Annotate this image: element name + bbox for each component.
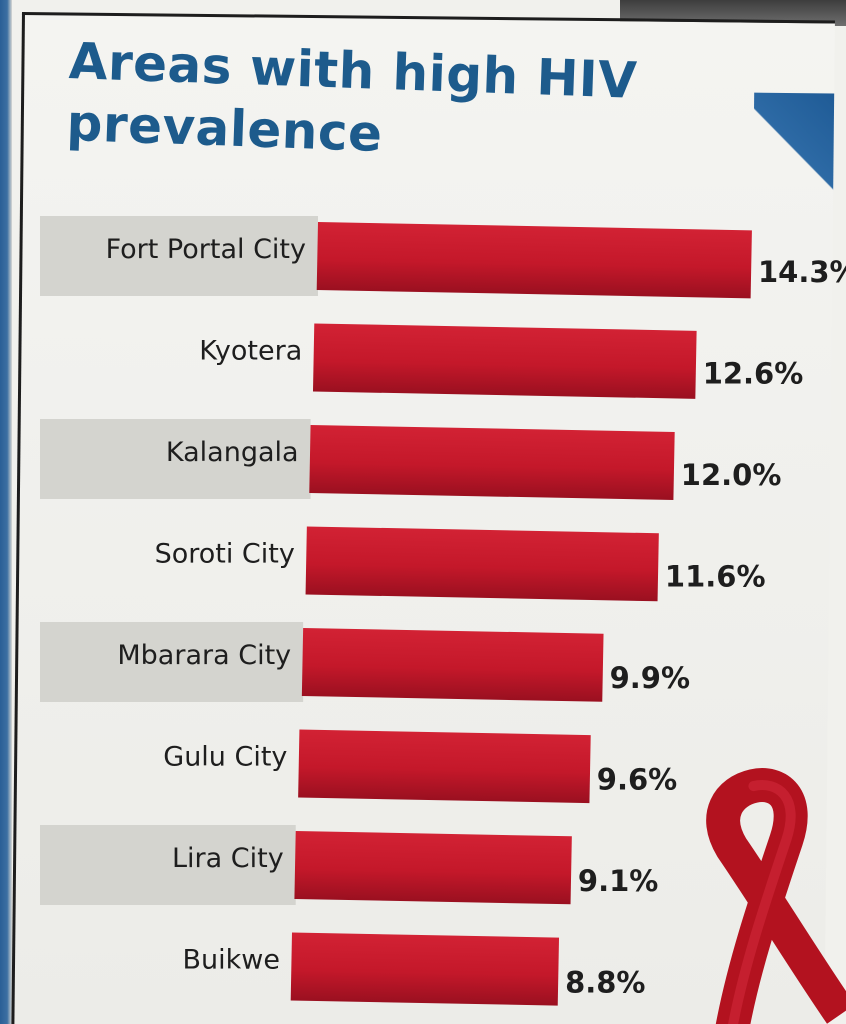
row-band bbox=[40, 622, 304, 702]
bar bbox=[316, 222, 752, 299]
row-bands bbox=[40, 216, 318, 905]
bar bbox=[301, 628, 604, 702]
row-band bbox=[40, 216, 318, 296]
bar bbox=[298, 729, 591, 804]
awareness-ribbon-icon bbox=[706, 768, 846, 1024]
bars bbox=[290, 222, 752, 1006]
left-page-edge bbox=[0, 0, 12, 1024]
bar bbox=[294, 831, 572, 905]
bar bbox=[290, 932, 560, 1006]
row-band bbox=[40, 825, 296, 905]
value-label: 8.8% bbox=[565, 966, 645, 1000]
category-label: Gulu City bbox=[163, 742, 287, 773]
category-label: Buikwe bbox=[183, 945, 280, 976]
bar bbox=[309, 425, 675, 500]
category-labels: Fort Portal City Kyotera Kalangala Soroti C… bbox=[106, 234, 306, 976]
category-label: Soroti City bbox=[155, 539, 295, 570]
value-label: 12.6% bbox=[703, 357, 804, 391]
category-label: Kyotera bbox=[199, 336, 302, 367]
value-label: 14.3% bbox=[758, 255, 846, 289]
row-band bbox=[40, 419, 311, 499]
category-label: Mbarara City bbox=[117, 640, 291, 671]
value-labels: 14.3% 12.6% 12.0% 11.6% 9.9% 9.6% 9.1% 8.8% bbox=[565, 255, 846, 1000]
value-label: 9.9% bbox=[610, 661, 690, 695]
value-label: 11.6% bbox=[665, 560, 766, 594]
category-label: Lira City bbox=[172, 843, 284, 874]
value-label: 9.1% bbox=[578, 864, 658, 898]
category-label: Fort Portal City bbox=[106, 234, 306, 265]
value-label: 12.0% bbox=[681, 458, 782, 492]
value-label: 9.6% bbox=[597, 763, 677, 797]
category-label: Kalangala bbox=[166, 437, 299, 468]
bar bbox=[312, 323, 697, 399]
bar bbox=[305, 526, 659, 602]
